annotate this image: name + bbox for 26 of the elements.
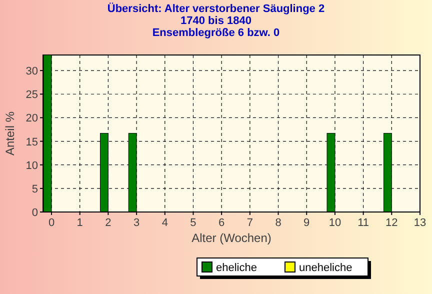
x-axis-title: Alter (Wochen) <box>192 231 272 245</box>
y-tick-label: 5 <box>32 183 38 196</box>
x-tick-label: 12 <box>386 217 398 229</box>
y-tick-label: 30 <box>26 66 38 78</box>
x-tick-label: 1 <box>76 217 83 229</box>
x-tick-label: 11 <box>358 217 370 229</box>
x-tick-label: 5 <box>190 217 196 229</box>
x-tick-label: 6 <box>218 217 225 229</box>
y-tick-label: 0 <box>32 207 38 219</box>
x-tick-label: 4 <box>162 217 168 229</box>
x-tick-label: 10 <box>328 217 342 229</box>
x-tick-label: 13 <box>414 217 426 229</box>
x-tick-label: 3 <box>133 217 140 229</box>
y-axis-title: Anteil % <box>3 111 17 156</box>
y-tick-label: 15 <box>26 136 38 148</box>
x-tick-label: 2 <box>105 217 112 229</box>
legend-label: uneheliche <box>299 262 352 274</box>
y-tick-label: 20 <box>26 112 38 125</box>
chart-title: Übersicht: Alter verstorbener Säuglinge 2 1740 bis 1840 Ensemblegröße 6 bzw. 0 <box>107 2 325 39</box>
y-tick-label: 25 <box>26 89 38 102</box>
y-tick-label: 10 <box>26 160 38 172</box>
x-tick-label: 8 <box>275 217 282 229</box>
legend-label: eheliche <box>216 262 257 274</box>
x-tick-label: 0 <box>48 217 55 229</box>
x-tick-label: 7 <box>246 217 253 229</box>
x-tick-label: 9 <box>304 217 310 229</box>
